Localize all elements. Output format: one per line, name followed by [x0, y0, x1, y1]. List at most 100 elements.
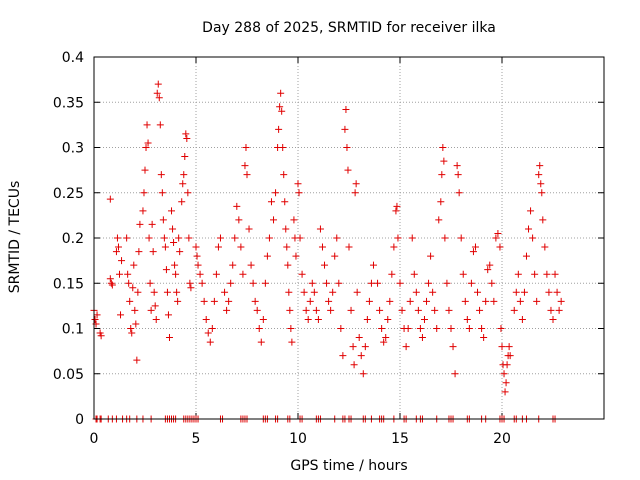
- data-point: [351, 189, 359, 197]
- data-point: [352, 180, 360, 188]
- data-point: [276, 103, 284, 111]
- data-point: [277, 89, 285, 97]
- data-point: [425, 279, 433, 287]
- data-point: [376, 306, 384, 314]
- data-point: [134, 288, 142, 296]
- data-point: [296, 234, 304, 242]
- data-point: [459, 270, 467, 278]
- data-point: [178, 198, 186, 206]
- data-point: [257, 338, 265, 346]
- data-point: [503, 361, 511, 369]
- data-point: [173, 288, 181, 296]
- data-point: [420, 315, 428, 323]
- data-point: [522, 252, 530, 260]
- data-point: [113, 234, 121, 242]
- data-point: [357, 352, 365, 360]
- data-point: [142, 144, 150, 151]
- data-point: [353, 288, 361, 296]
- data-point: [164, 311, 172, 319]
- data-point: [200, 297, 208, 305]
- data-point: [339, 352, 347, 360]
- data-point: [251, 297, 259, 305]
- data-point: [133, 356, 141, 364]
- data-point: [498, 343, 506, 351]
- data-point: [471, 243, 479, 251]
- data-point: [461, 297, 469, 305]
- data-point: [347, 306, 355, 314]
- data-point: [302, 306, 310, 314]
- data-point: [172, 270, 180, 278]
- data-point: [116, 270, 123, 278]
- y-tick-label: 0.1: [62, 322, 84, 338]
- data-point: [533, 297, 541, 305]
- data-point: [196, 270, 204, 278]
- data-point: [386, 297, 394, 305]
- data-point: [538, 189, 546, 197]
- data-point: [156, 121, 164, 129]
- data-point: [467, 279, 475, 287]
- data-point: [165, 334, 173, 342]
- x-tick-label: 0: [90, 431, 99, 447]
- data-point: [235, 216, 243, 224]
- data-point: [316, 225, 324, 233]
- data-point: [337, 325, 345, 332]
- x-axis-label: GPS time / hours: [290, 458, 407, 474]
- data-point: [335, 279, 343, 287]
- data-point: [162, 266, 170, 274]
- data-point: [490, 297, 498, 305]
- data-point: [204, 329, 212, 337]
- data-point: [325, 297, 333, 305]
- data-point: [202, 315, 210, 323]
- data-point: [136, 220, 144, 228]
- data-point: [174, 297, 182, 305]
- data-point: [245, 225, 253, 233]
- data-point: [518, 315, 526, 323]
- y-tick-label: 0.3: [62, 141, 84, 157]
- data-point: [114, 243, 122, 251]
- y-tick-label: 0: [75, 412, 84, 428]
- data-point: [465, 325, 473, 332]
- data-point: [259, 315, 267, 323]
- data-point: [147, 306, 155, 314]
- y-axis-label: SRMTID / TECUs: [7, 181, 23, 294]
- data-point: [423, 297, 431, 305]
- data-point: [505, 343, 513, 351]
- data-point: [308, 279, 316, 287]
- data-point: [298, 270, 306, 278]
- y-axis-ticks: 0 0.05 0.1 0.15 0.2 0.25 0.3 0.35 0.4: [53, 50, 604, 428]
- data-point: [193, 252, 201, 260]
- data-point: [380, 338, 388, 346]
- y-tick-label: 0.4: [62, 50, 84, 66]
- data-point: [146, 279, 154, 287]
- data-point: [365, 297, 373, 305]
- data-point: [323, 279, 331, 287]
- y-tick-label: 0.05: [53, 367, 84, 383]
- data-point: [275, 125, 283, 133]
- data-point: [390, 243, 398, 251]
- data-point: [441, 234, 449, 242]
- data-point: [318, 243, 326, 251]
- data-point: [253, 306, 261, 314]
- data-point: [476, 306, 484, 314]
- data-point: [126, 297, 134, 305]
- data-point: [327, 306, 335, 314]
- data-point: [249, 279, 257, 287]
- data-point: [221, 288, 229, 296]
- data-point: [494, 229, 502, 237]
- data-point: [408, 234, 416, 242]
- data-point: [281, 198, 289, 206]
- data-point: [488, 279, 496, 287]
- data-point: [163, 288, 171, 296]
- data-point: [312, 306, 320, 314]
- data-point: [125, 279, 133, 287]
- data-point: [404, 325, 412, 332]
- data-point: [396, 279, 404, 287]
- chart-title: Day 288 of 2025, SRMTID for receiver ilk…: [202, 20, 496, 36]
- data-point: [150, 288, 158, 296]
- data-point: [349, 343, 357, 351]
- data-point: [180, 171, 188, 179]
- data-point: [157, 171, 165, 179]
- data-point: [123, 234, 131, 242]
- data-point: [91, 315, 99, 323]
